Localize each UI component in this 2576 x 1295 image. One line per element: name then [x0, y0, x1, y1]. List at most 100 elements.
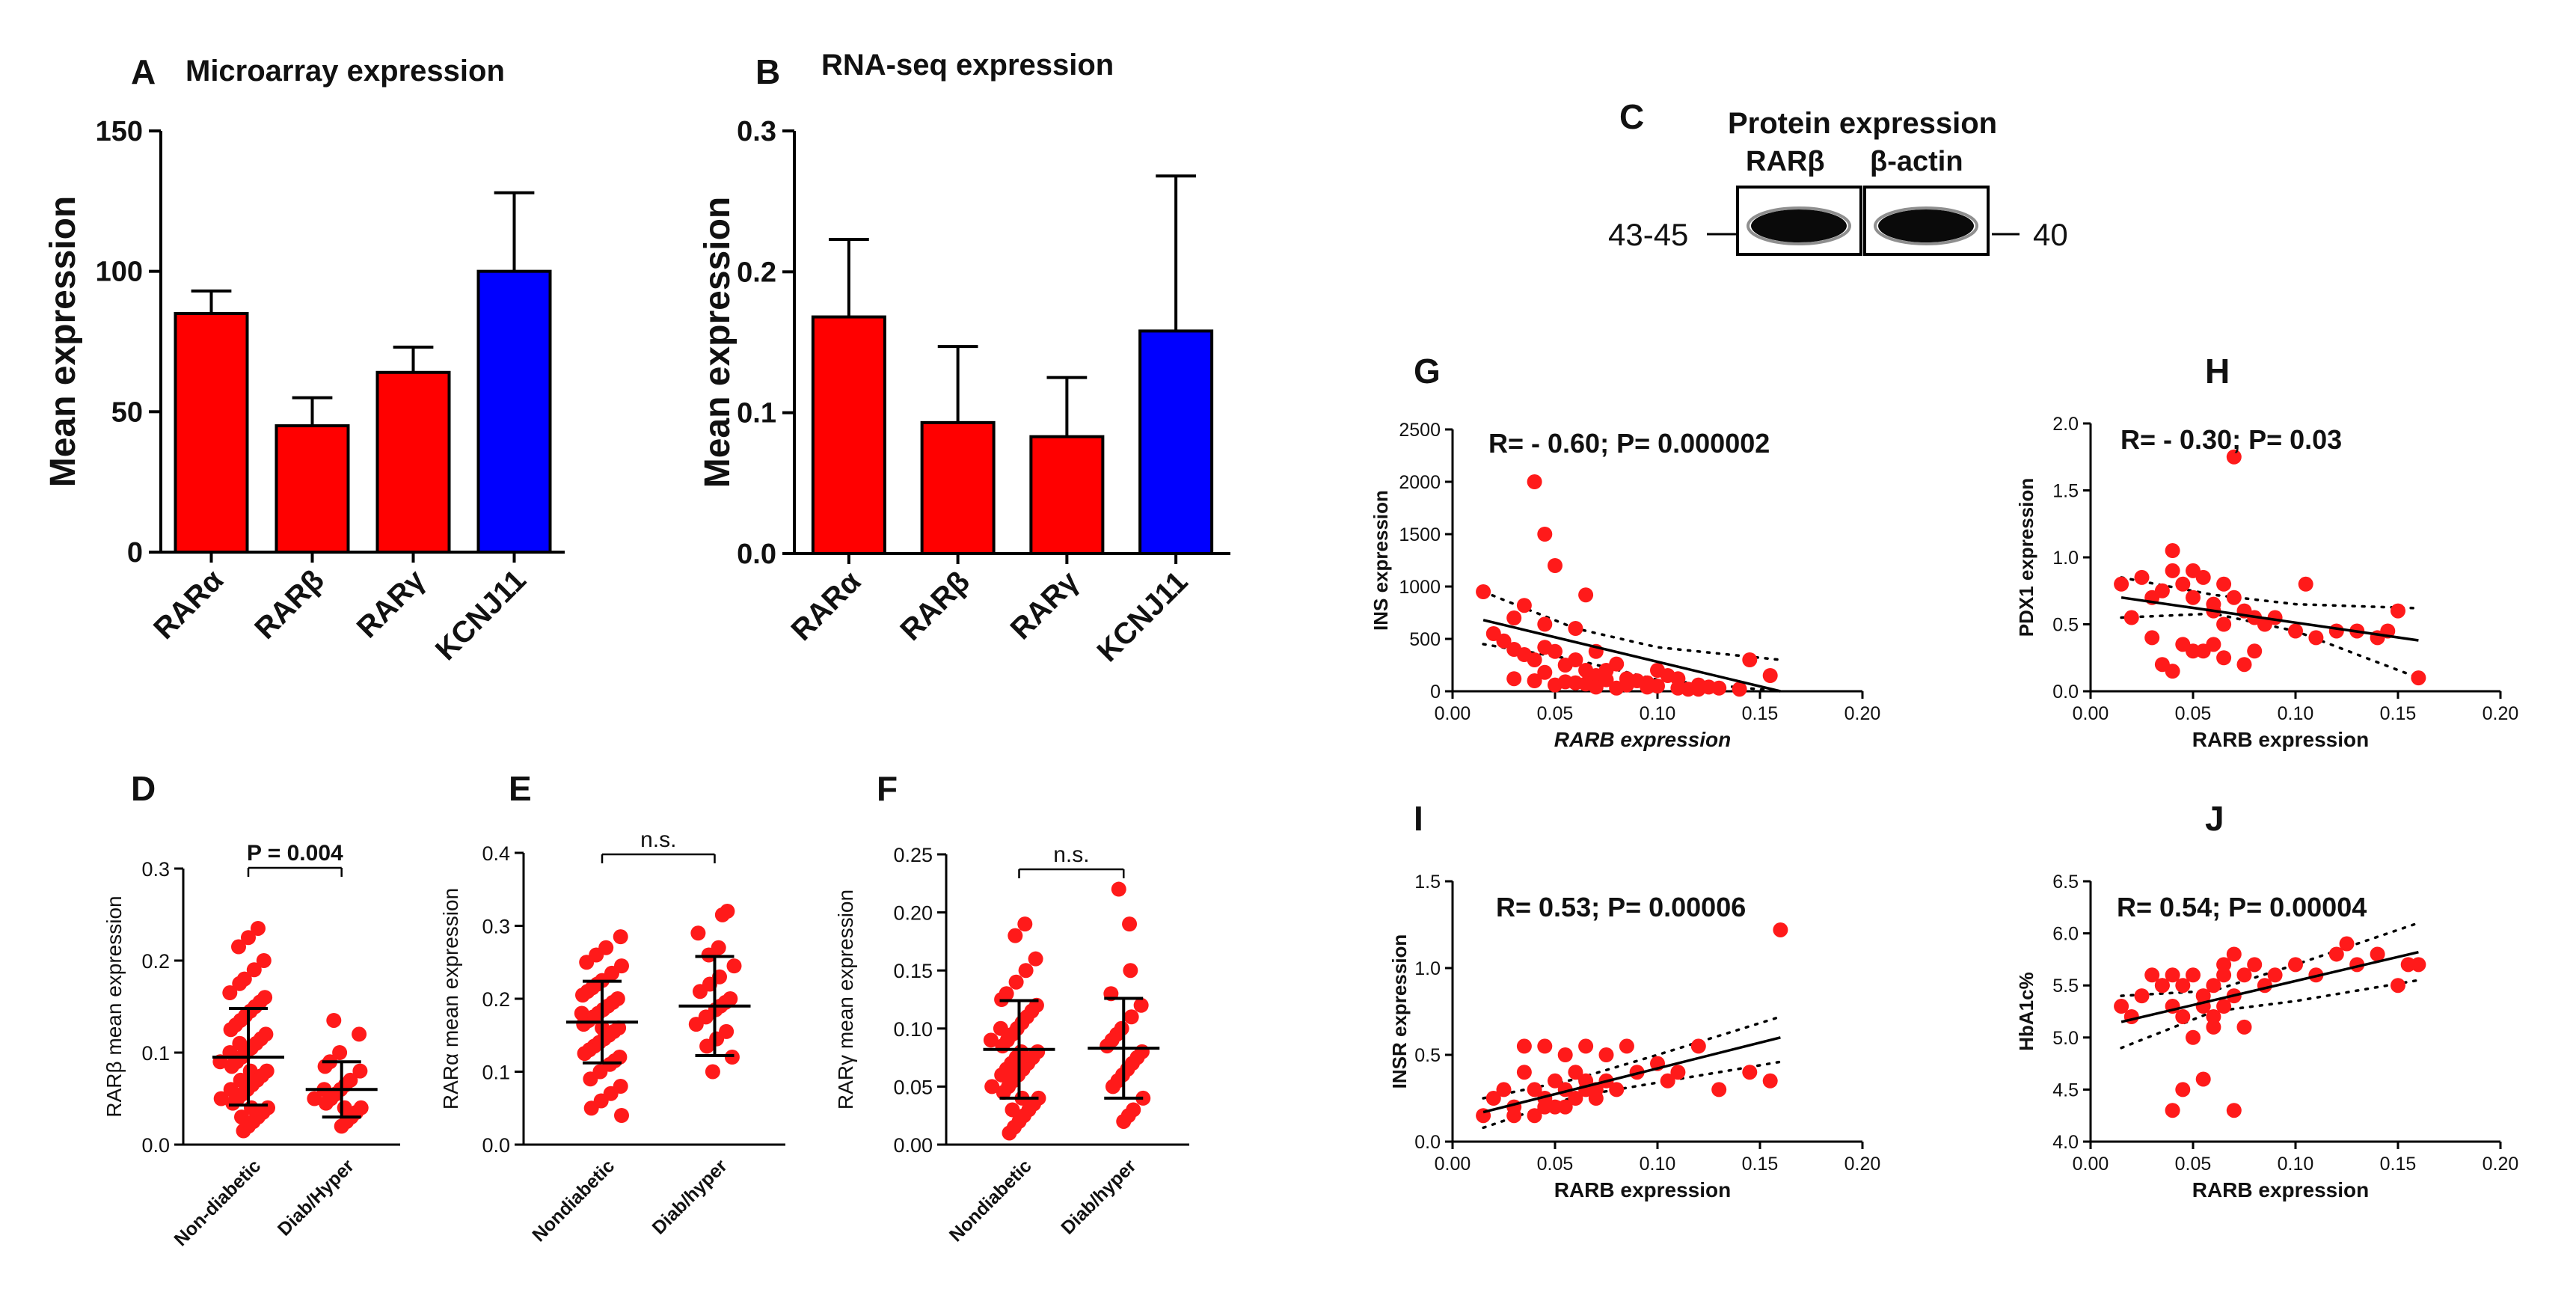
y-tick-label-b: 0.3 — [737, 116, 776, 147]
x-tick-label-i: 0.10 — [1640, 1154, 1676, 1175]
x-axis-label-j: RARB expression — [2192, 1178, 2370, 1201]
data-point-g — [1548, 558, 1563, 573]
y-axis-label-f: RARγ mean expression — [834, 890, 857, 1109]
data-point-h — [2144, 630, 2160, 646]
data-point-j — [2236, 967, 2252, 983]
data-point-d — [236, 1123, 251, 1139]
data-point-f — [1105, 1079, 1120, 1095]
data-point-f — [995, 1038, 1011, 1054]
data-point-e — [714, 907, 730, 922]
data-point-h — [2195, 569, 2211, 585]
x-tick-label-a: RARα — [147, 563, 230, 646]
y-tick-label-j: 5.0 — [2052, 1028, 2079, 1049]
x-tick-label-b: RARγ — [1005, 565, 1086, 646]
bar-a — [375, 370, 451, 554]
data-point-f — [1111, 881, 1126, 897]
y-axis-label-i: INSR expression — [1388, 934, 1411, 1089]
x-tick-label-i: 0.00 — [1435, 1154, 1471, 1175]
x-tick-label-f: Nondiabetic — [945, 1155, 1036, 1246]
data-point-j — [2339, 936, 2355, 952]
x-tick-label-g: 0.05 — [1537, 703, 1574, 724]
data-point-h — [2226, 590, 2242, 605]
y-tick-label-a: 100 — [96, 257, 143, 288]
x-tick-label-h: 0.00 — [2073, 703, 2109, 724]
data-point-f — [983, 1032, 999, 1048]
data-point-j — [2195, 1071, 2211, 1087]
x-tick-label-d: Non-diabetic — [170, 1155, 265, 1250]
x-tick-label-f: Diab/hyper — [1057, 1155, 1140, 1238]
data-point-f — [1123, 1009, 1139, 1025]
data-point-i — [1670, 1065, 1686, 1080]
data-point-g — [1732, 682, 1747, 697]
data-point-j — [2370, 946, 2385, 962]
data-point-g — [1557, 674, 1573, 690]
correlation-label-j: R= 0.54; P= 0.00004 — [2117, 892, 2367, 922]
data-point-i — [1527, 1108, 1542, 1124]
y-tick-label-f: 0.00 — [893, 1134, 933, 1157]
bar-a — [275, 424, 350, 554]
data-point-e — [576, 1017, 592, 1032]
y-tick-label-g: 1000 — [1399, 577, 1441, 598]
data-point-d — [225, 1095, 241, 1111]
data-point-j — [2216, 957, 2232, 973]
blot-band — [1878, 209, 1974, 242]
data-point-i — [1773, 922, 1788, 937]
data-point-d — [241, 930, 256, 946]
panel-title-a: Microarray expression — [185, 55, 505, 88]
x-tick-label-i: 0.20 — [1844, 1154, 1881, 1175]
data-point-g — [1578, 676, 1594, 692]
y-tick-label-j: 6.5 — [2052, 872, 2079, 893]
data-point-j — [2216, 967, 2232, 983]
y-tick-label-j: 4.5 — [2052, 1080, 2079, 1100]
panel-title-b: RNA-seq expression — [821, 49, 1114, 82]
y-tick-label-a: 50 — [111, 397, 143, 428]
panel-label-j: J — [2205, 799, 2224, 838]
data-point-g — [1506, 671, 1522, 687]
x-tick-label-g: 0.10 — [1640, 703, 1676, 724]
x-tick-label-h: 0.15 — [2380, 703, 2417, 724]
data-point-g — [1548, 643, 1563, 659]
x-tick-label-g: 0.15 — [1742, 703, 1779, 724]
data-point-h — [2298, 576, 2313, 592]
data-point-j — [2267, 967, 2283, 983]
blot-band-halo — [1747, 206, 1851, 245]
data-point-h — [2165, 664, 2180, 679]
data-point-e — [699, 1038, 715, 1054]
data-point-f — [1028, 951, 1043, 967]
data-point-h — [2247, 643, 2263, 659]
x-tick-label-j: 0.10 — [2278, 1154, 2314, 1175]
data-point-f — [1116, 1113, 1132, 1129]
data-point-g — [1537, 616, 1553, 632]
panel-label-c: C — [1619, 97, 1644, 136]
blot-lane-label: β-actin — [1870, 146, 1963, 177]
data-point-i — [1548, 1099, 1563, 1115]
data-point-e — [705, 1064, 720, 1080]
data-point-d — [352, 1026, 367, 1042]
panel-label-e: E — [509, 769, 532, 808]
x-tick-label-h: 0.20 — [2483, 703, 2519, 724]
bar-a — [174, 311, 249, 554]
data-point-j — [2186, 1029, 2201, 1045]
data-point-g — [1568, 621, 1583, 636]
data-point-j — [2206, 1008, 2221, 1024]
data-point-h — [2308, 630, 2324, 646]
data-point-f — [984, 1079, 1000, 1095]
y-tick-label-e: 0.4 — [482, 842, 510, 865]
data-point-j — [2165, 967, 2180, 983]
data-point-e — [613, 929, 628, 945]
y-tick-label-d: 0.3 — [141, 858, 170, 881]
data-point-f — [1017, 916, 1033, 932]
data-point-f — [1008, 974, 1024, 990]
data-point-i — [1609, 1082, 1625, 1097]
data-point-h — [2186, 643, 2201, 659]
data-point-f — [1100, 1038, 1115, 1054]
data-point-i — [1568, 1065, 1583, 1080]
data-point-d — [232, 976, 248, 991]
data-point-j — [2328, 946, 2344, 962]
data-point-d — [326, 1012, 342, 1028]
data-point-h — [2175, 576, 2191, 592]
y-tick-label-b: 0.1 — [737, 398, 776, 429]
y-tick-label-h: 2.0 — [2052, 414, 2079, 435]
data-point-i — [1660, 1073, 1675, 1089]
data-point-f — [1122, 916, 1138, 932]
